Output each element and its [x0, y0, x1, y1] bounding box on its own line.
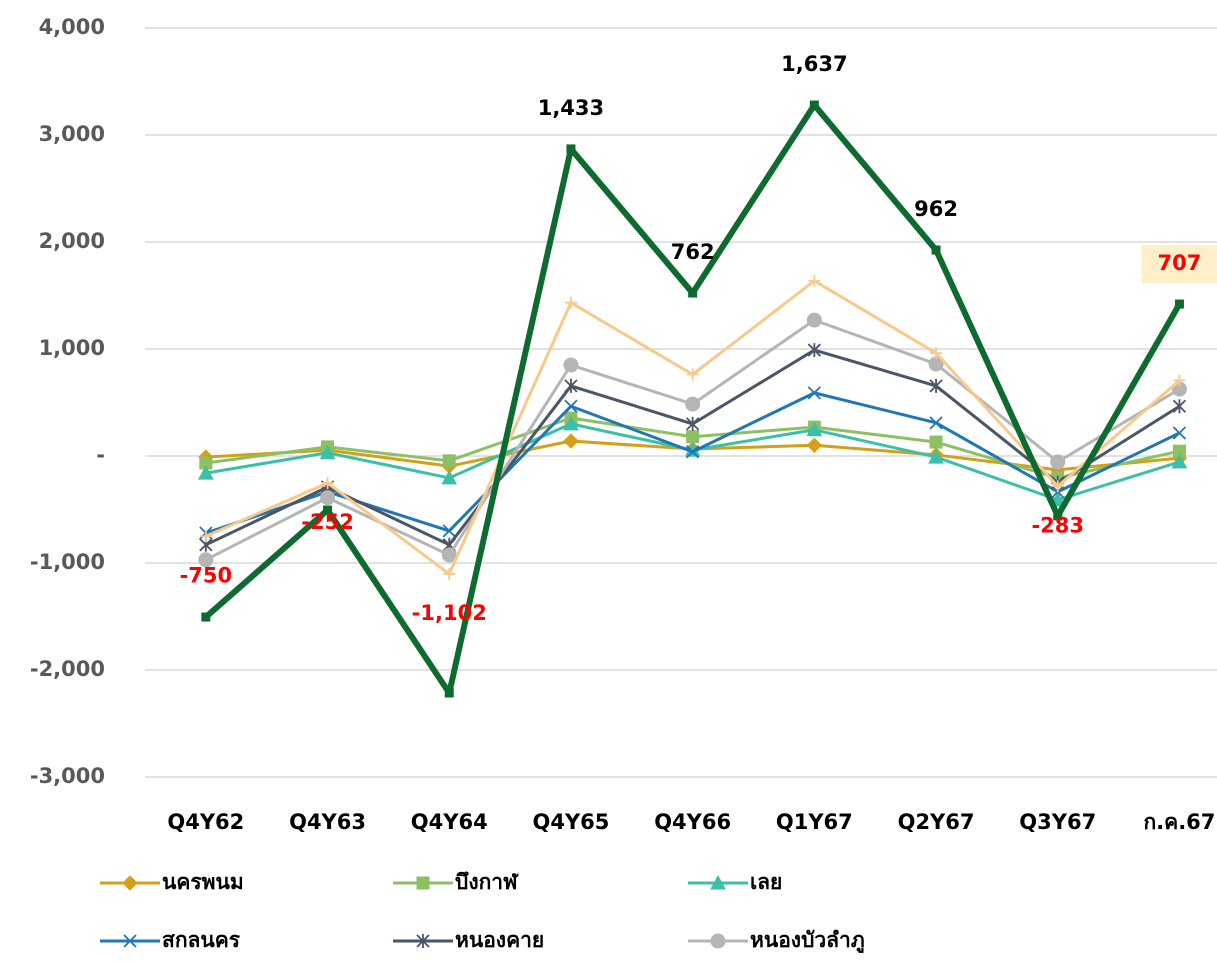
marker [443, 567, 456, 580]
legend-label: หนองคาย [455, 928, 544, 952]
marker [928, 449, 944, 464]
marker [710, 874, 726, 890]
marker [321, 476, 334, 489]
marker [1050, 454, 1066, 470]
label-highlight [1141, 245, 1217, 284]
y-tick-label: -2,000 [30, 657, 105, 681]
marker [807, 343, 821, 358]
x-tick-label: Q2Y67 [898, 810, 975, 834]
marker [806, 312, 822, 328]
marker [441, 469, 458, 485]
marker [688, 288, 698, 298]
marker [686, 368, 699, 381]
marker [806, 437, 823, 454]
marker [198, 552, 214, 568]
marker [930, 347, 943, 360]
data-label: -283 [1031, 513, 1084, 537]
marker [563, 433, 579, 449]
data-label: 707 [1158, 251, 1202, 275]
marker [931, 245, 941, 255]
x-tick-label: ก.ค.67 [1143, 810, 1215, 834]
marker [563, 415, 579, 431]
marker [319, 444, 336, 460]
y-tick-label: 3,000 [39, 122, 105, 146]
y-tick-label: -3,000 [30, 764, 105, 788]
data-label: -1,102 [412, 601, 487, 625]
data-label: 1,637 [781, 52, 847, 76]
marker [710, 933, 726, 949]
marker [444, 688, 454, 698]
x-tick-label: Q4Y66 [654, 810, 731, 834]
marker [123, 934, 137, 948]
legend-label: เลย [750, 870, 782, 894]
data-label: -750 [180, 563, 233, 587]
y-tick-label: 1,000 [39, 336, 105, 360]
marker [686, 416, 700, 431]
legend-label: สกลนคร [162, 928, 241, 952]
marker [686, 445, 700, 459]
legend-label: บึงกาฬ [455, 870, 519, 894]
marker [566, 144, 576, 154]
y-tick-label: -1,000 [30, 550, 105, 574]
legend-label: หนองบัวลำภู [750, 928, 865, 954]
marker [809, 100, 819, 110]
marker [416, 876, 430, 890]
x-tick-label: Q4Y62 [167, 810, 244, 834]
marker [564, 378, 578, 393]
x-tick-label: Q4Y64 [411, 810, 488, 834]
marker [564, 296, 577, 309]
marker [807, 386, 821, 400]
y-tick-label: - [96, 443, 105, 467]
x-tick-label: Q4Y65 [532, 810, 609, 834]
marker [199, 530, 212, 543]
legend-label: นครพนม [162, 870, 244, 894]
marker [122, 875, 138, 891]
marker [1172, 399, 1187, 414]
marker [320, 490, 336, 506]
marker [929, 416, 943, 430]
marker [806, 421, 823, 437]
marker [442, 524, 456, 538]
marker [1051, 480, 1064, 493]
marker [323, 505, 333, 515]
y-tick-label: 4,000 [39, 15, 105, 39]
data-label: 1,433 [538, 96, 604, 120]
marker [685, 396, 701, 412]
marker [929, 435, 943, 449]
marker [442, 454, 456, 468]
x-tick-label: Q4Y63 [289, 810, 366, 834]
marker [201, 612, 211, 622]
marker [1053, 511, 1063, 521]
marker [929, 378, 943, 393]
marker [563, 357, 579, 373]
marker [686, 430, 700, 444]
data-label: 762 [671, 240, 715, 264]
x-tick-label: Q1Y67 [776, 810, 853, 834]
marker [198, 465, 214, 480]
marker [808, 274, 821, 287]
marker [1173, 374, 1186, 387]
x-tick-label: Q3Y67 [1019, 810, 1096, 834]
marker [1172, 426, 1187, 440]
y-tick-label: 2,000 [39, 229, 105, 253]
data-label: 962 [914, 197, 958, 221]
marker [564, 399, 578, 413]
marker [416, 934, 430, 948]
data-label: -252 [301, 510, 354, 534]
marker [1171, 453, 1188, 469]
marker [1174, 299, 1184, 309]
